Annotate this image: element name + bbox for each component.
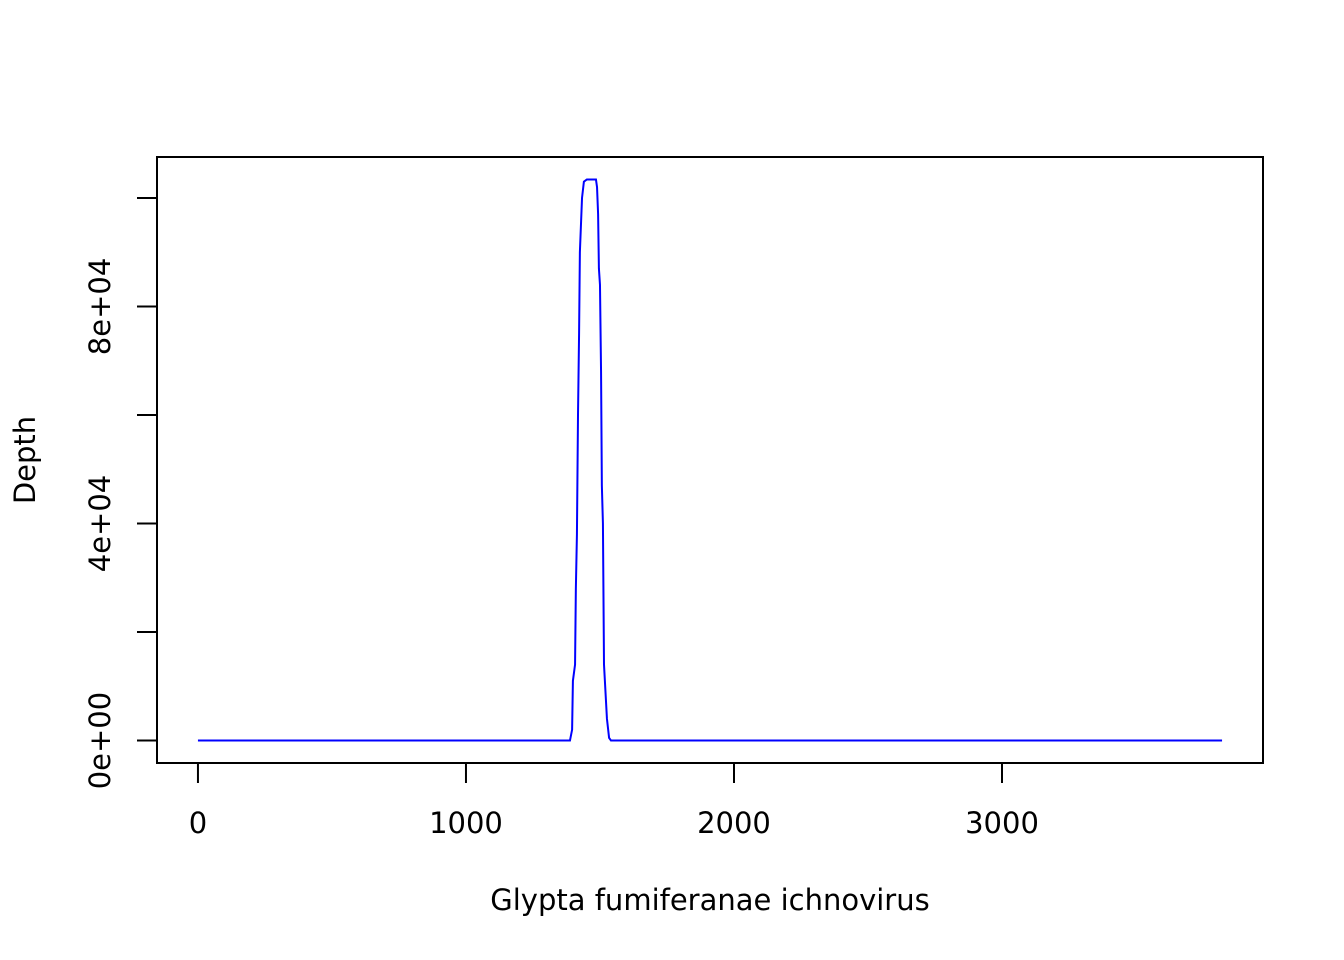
- y-tick-label: 8e+04: [83, 258, 117, 356]
- y-tick-label: 4e+04: [83, 475, 117, 573]
- plot-frame: [156, 156, 1264, 764]
- x-tick-label: 2000: [697, 806, 771, 840]
- y-tick-label: 0e+00: [83, 692, 117, 790]
- data-line: [197, 178, 1223, 742]
- y-axis-label: Depth: [8, 416, 42, 504]
- x-tick-label: 1000: [429, 806, 503, 840]
- x-tick-label: 0: [189, 806, 207, 840]
- x-tick-label: 3000: [965, 806, 1039, 840]
- x-axis-label: Glypta fumiferanae ichnovirus: [490, 883, 929, 917]
